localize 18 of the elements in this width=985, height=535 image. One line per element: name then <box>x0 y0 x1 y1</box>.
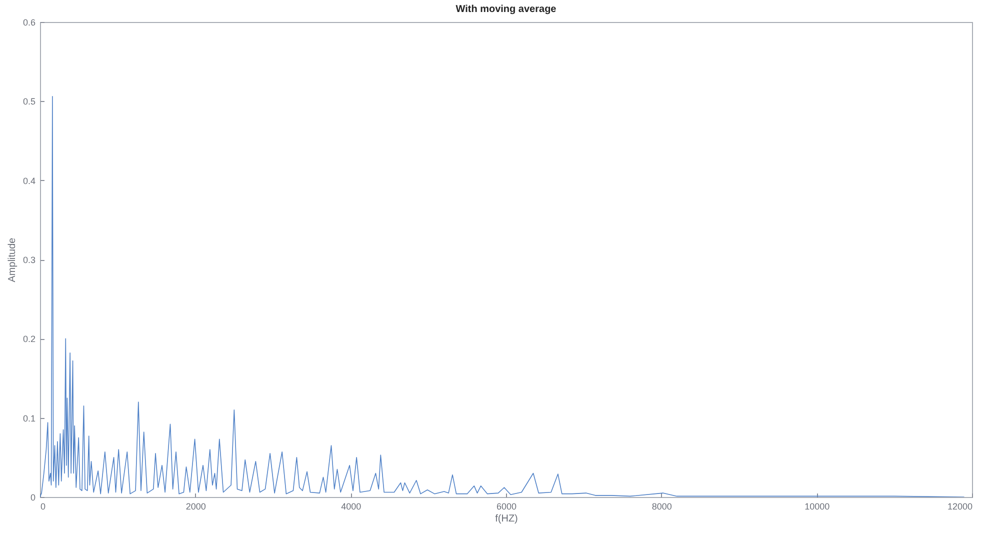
x-tick-label: 4000 <box>341 502 362 512</box>
y-tick-label: 0.1 <box>22 413 36 424</box>
y-axis-title: Amplitude <box>6 237 18 282</box>
y-tick-label: 0.3 <box>22 255 36 265</box>
x-tick-label: 6000 <box>496 502 517 512</box>
x-tick-label: 12000 <box>947 502 972 512</box>
chart-title: With moving average <box>456 4 557 15</box>
x-tick-label: 0 <box>40 502 46 512</box>
x-axis-title: f(HZ) <box>495 514 518 524</box>
line-series <box>40 96 965 497</box>
x-tick-label: 8000 <box>652 502 672 512</box>
y-tick-label: 0 <box>30 492 36 502</box>
y-tick-label: 0.5 <box>22 96 36 107</box>
y-tick-label: 0.4 <box>22 176 36 186</box>
x-tick-label: 2000 <box>186 502 206 512</box>
y-tick-label: 0.6 <box>22 18 36 28</box>
y-tick-label: 0.2 <box>22 334 36 344</box>
x-tick-label: 10000 <box>804 502 830 512</box>
